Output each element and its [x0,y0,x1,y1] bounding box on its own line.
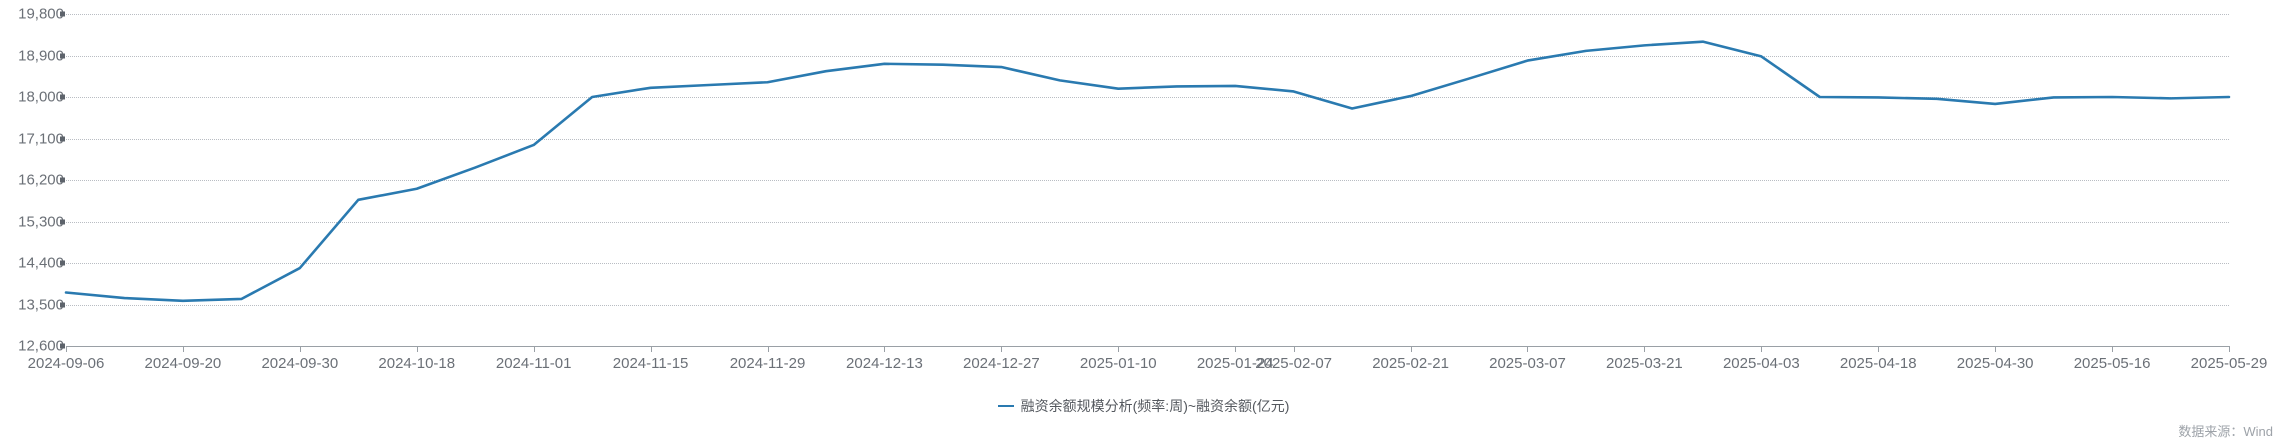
x-axis-tick-mark [1410,346,1412,352]
legend-item-label: 融资余额规模分析(频率:周)~融资余额(亿元) [1020,398,1290,414]
x-axis-tick-label: 2024-11-15 [612,355,689,372]
x-axis-tick-mark [66,346,67,352]
gridline [66,304,2229,306]
x-axis-tick-label: 2024-09-30 [261,355,339,372]
x-axis-tick-mark [416,346,418,352]
gridline [66,180,2229,181]
x-axis-tick-mark [1527,346,1529,352]
chart-legend: 融资余额规模分析(频率:周)~融资余额(亿元) [0,398,2287,414]
x-axis-tick-mark [533,346,535,352]
y-axis-tick-marker [60,260,65,266]
gridline [66,346,2229,347]
x-axis-tick-label: 2024-11-01 [495,355,572,372]
gridline [66,14,2229,15]
x-axis-tick-label: 2025-01-10 [1079,355,1157,372]
y-axis-tick-label: 18,000 [18,88,64,106]
x-axis-tick-label: 2025-05-29 [2190,355,2268,372]
y-axis-tick-label: 12,600 [18,337,64,355]
x-axis-tick-mark [767,346,769,352]
x-axis-tick-label: 2024-09-20 [144,355,222,372]
x-axis-tick-label: 2024-11-29 [729,355,806,372]
y-axis-tick-marker [60,136,65,141]
y-axis-tick-label: 16,200 [18,171,64,189]
plot-area [64,14,2231,347]
y-axis-tick-marker [60,219,65,224]
x-axis-tick-mark [650,346,652,352]
x-axis-tick-label: 2025-01-24 [1196,355,1274,372]
source-note: 数据来源：Wind [2178,424,2273,439]
x-axis-tick-label: 2024-12-27 [962,355,1040,372]
x-axis-tick-mark [1118,346,1120,352]
x-axis-tick-label: 2025-05-16 [2073,355,2151,372]
x-axis-tick-mark [1995,346,1997,352]
x-axis-tick-label: 2024-09-06 [27,355,105,372]
y-axis-tick-label: 13,500 [18,296,64,313]
y-axis-tick-label: 14,400 [18,254,64,272]
x-axis-tick-mark [2229,346,2230,352]
gridline [66,55,2229,57]
y-axis-tick-marker [60,11,65,17]
x-axis-tick-label: 2025-03-21 [1606,355,1683,372]
x-axis-tick-mark [1235,346,1237,352]
y-axis-tick-marker [60,94,65,100]
y-axis-tick-label: 15,300 [18,213,64,230]
y-axis-tick-label: 18,900 [18,47,64,64]
x-axis-tick-label: 2025-02-07 [1255,355,1333,372]
series-layer [64,40,2231,303]
x-axis-tick-mark [2112,346,2114,352]
x-axis-tick-label: 2025-02-21 [1372,355,1449,372]
x-axis-tick-mark [884,346,886,352]
x-axis-tick-mark [1761,346,1763,352]
gridline [66,263,2229,264]
gridline [66,97,2229,98]
x-axis-tick-label: 2025-04-30 [1956,355,2034,372]
x-axis-tick-mark [1878,346,1880,352]
x-axis-tick-label: 2024-10-18 [378,355,456,372]
gridline [66,138,2229,140]
y-axis-tick-label: 19,800 [18,5,64,23]
x-axis-tick-mark [182,346,184,352]
y-axis-tick-marker [60,177,65,183]
y-axis-tick-marker [60,53,65,58]
x-axis-tick-label: 2025-04-18 [1839,355,1917,372]
gridline [66,221,2229,223]
series-line [64,40,2231,303]
legend-color-swatch [997,404,1014,408]
x-axis-tick-label: 2025-04-03 [1722,355,1800,372]
x-axis-tick-mark [1644,346,1646,352]
x-axis-tick-label: 2024-12-13 [846,355,923,372]
y-axis-tick-label: 17,100 [18,130,64,147]
x-axis-tick-label: 2025-03-07 [1489,355,1566,372]
y-axis-tick-marker [60,343,65,349]
x-axis-tick-mark [1293,346,1295,352]
x-axis-tick-mark [1001,346,1003,352]
x-axis-tick-mark [299,346,301,352]
y-axis-tick-marker [60,302,65,307]
